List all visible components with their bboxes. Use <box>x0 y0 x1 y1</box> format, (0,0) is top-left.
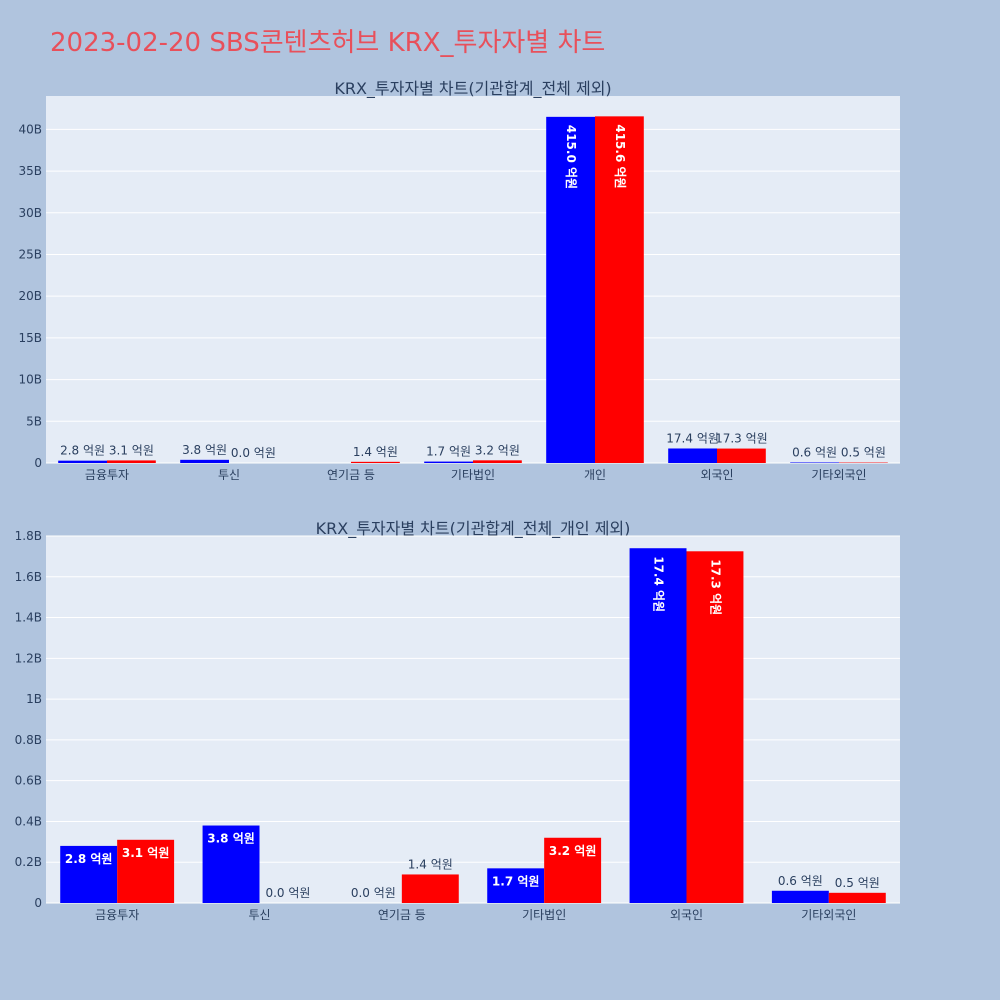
bar <box>544 837 602 903</box>
y-tick-label: 0.8B <box>15 733 42 747</box>
bar <box>546 116 595 464</box>
x-tick-label: 금융투자 <box>95 908 139 922</box>
bar <box>60 845 118 903</box>
bar-value-label: 0.6 억원 <box>778 874 823 888</box>
chart-top: KRX_투자자별 차트(기관합계_전체 제외) 0 5B 10B 15B 20B 25B 30… <box>18 79 900 480</box>
bar <box>717 448 766 463</box>
bar <box>351 461 400 463</box>
y-tick-label: 1.2B <box>15 651 42 665</box>
bar-value-label: 415.0 억원 <box>564 125 578 189</box>
bar <box>487 868 545 903</box>
bar-value-label: 0.0 억원 <box>265 886 310 900</box>
bar-value-label: 17.3 억원 <box>708 559 722 615</box>
y-tick-label: 40B <box>18 122 42 136</box>
plot-area <box>46 536 900 903</box>
bar <box>180 459 229 463</box>
bar-value-label: 3.2 억원 <box>475 443 520 457</box>
bar-value-label: 0.5 억원 <box>835 876 880 890</box>
bar-value-label: 0.0 억원 <box>351 886 396 900</box>
y-tick-label: 25B <box>18 247 42 261</box>
x-tick-label: 연기금 등 <box>327 468 375 480</box>
bar <box>595 116 644 464</box>
y-tick-label: 10B <box>18 373 42 387</box>
x-tick-label: 외국인 <box>670 908 703 922</box>
y-tick-label: 20B <box>18 289 42 303</box>
bar <box>117 839 175 903</box>
bar-value-label: 3.8 억원 <box>207 832 255 846</box>
bar-value-label: 0.5 억원 <box>841 446 886 460</box>
page-title: 2023-02-20 SBS콘텐츠허브 KRX_투자자별 차트 <box>50 28 606 58</box>
bar <box>473 460 522 463</box>
y-tick-label: 15B <box>18 331 42 345</box>
x-tick-label: 기타법인 <box>522 908 566 922</box>
chart-bottom: KRX_투자자별 차트(기관합계_전체_개인 제외) 0 0.2B 0.4B 0.6B 0… <box>15 519 900 922</box>
x-tick-label: 투신 <box>248 908 270 922</box>
bar-value-label: 3.1 억원 <box>122 846 170 860</box>
x-tick-label: 기타외국인 <box>801 908 856 922</box>
bar <box>686 551 744 903</box>
bar-value-label: 3.2 억원 <box>549 844 597 858</box>
y-tick-label: 0.6B <box>15 774 42 788</box>
bar-value-label: 17.4 억원 <box>652 556 666 612</box>
bar-value-label: 3.8 억원 <box>182 443 227 457</box>
chart-title: KRX_투자자별 차트(기관합계_전체_개인 제외) <box>316 519 631 539</box>
y-tick-label: 1.8B <box>15 529 42 543</box>
bar-value-label: 17.3 억원 <box>715 432 768 446</box>
x-tick-label: 개인 <box>584 468 606 480</box>
y-tick-label: 0 <box>34 456 42 470</box>
bar <box>668 448 717 463</box>
y-tick-label: 1.4B <box>15 611 42 625</box>
bar-value-label: 0.6 억원 <box>792 445 837 459</box>
y-tick-label: 35B <box>18 164 42 178</box>
bar-value-label: 1.7 억원 <box>492 874 540 888</box>
bar <box>202 825 260 903</box>
y-tick-label: 30B <box>18 206 42 220</box>
y-tick-label: 1B <box>26 692 42 706</box>
bar <box>424 461 473 463</box>
y-tick-label: 1.6B <box>15 570 42 584</box>
bar <box>629 548 687 903</box>
bar <box>771 890 829 903</box>
y-tick-label: 0.2B <box>15 855 42 869</box>
bar-value-label: 1.4 억원 <box>353 445 398 459</box>
bar-value-label: 2.8 억원 <box>65 852 113 866</box>
bar-value-label: 1.7 억원 <box>426 445 471 459</box>
bar <box>58 460 107 463</box>
bar-value-label: 2.8 억원 <box>60 444 105 458</box>
bar-value-label: 3.1 억원 <box>109 443 154 457</box>
y-tick-label: 0 <box>34 896 42 910</box>
y-tick-label: 0.4B <box>15 814 42 828</box>
bar-value-label: 0.0 억원 <box>231 446 276 460</box>
x-tick-label: 외국인 <box>700 468 733 480</box>
x-tick-label: 기타법인 <box>451 468 495 480</box>
chart-title: KRX_투자자별 차트(기관합계_전체 제외) <box>334 79 611 99</box>
bar-value-label: 1.4 억원 <box>408 857 453 871</box>
bar <box>790 462 839 463</box>
bar <box>107 460 156 463</box>
bar <box>828 892 886 903</box>
bar <box>401 874 459 903</box>
x-tick-label: 투신 <box>218 468 240 480</box>
plot-area <box>46 96 900 463</box>
bar-value-label: 17.4 억원 <box>666 431 719 445</box>
bar-value-label: 415.6 억원 <box>613 124 627 188</box>
y-tick-label: 5B <box>26 414 42 428</box>
x-tick-label: 금융투자 <box>85 468 129 480</box>
x-tick-label: 기타외국인 <box>811 468 866 480</box>
x-tick-label: 연기금 등 <box>378 908 426 922</box>
